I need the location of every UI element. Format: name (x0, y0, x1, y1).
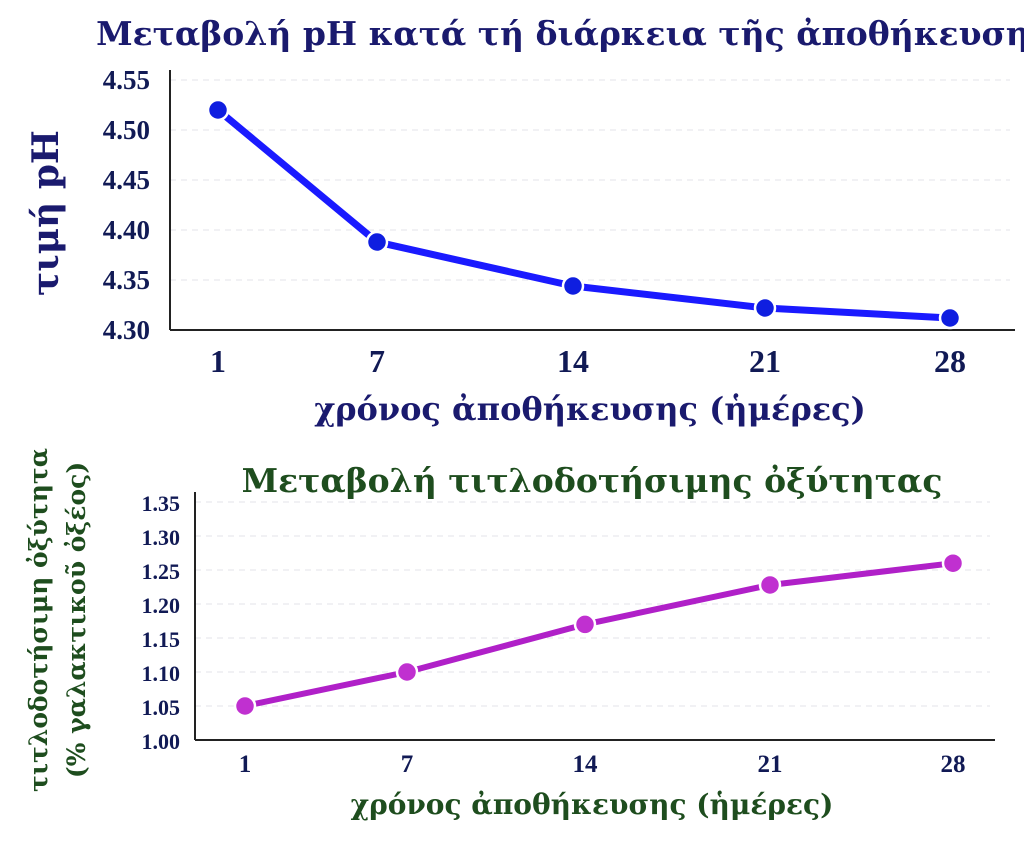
ph-data-point (206, 98, 230, 122)
acidity-y-tick-label: 1.10 (142, 661, 181, 686)
acidity-x-ticks: 1 7 14 21 28 (239, 751, 966, 778)
ph-y-tick-label: 4.50 (103, 115, 150, 145)
ph-chart: Μεταβολή pH κατά τή διάρκεια τῆς ἀποθήκε… (25, 14, 1024, 428)
acidity-series (233, 551, 965, 718)
acidity-data-point (941, 551, 965, 575)
ph-y-axis-label: τιμή pH (25, 130, 67, 296)
acidity-chart-title: Μεταβολή τιτλοδοτήσιμης ὀξύτητας (242, 461, 943, 500)
ph-x-tick-label: 21 (749, 343, 781, 379)
ph-y-ticks: 4.30 4.35 4.40 4.45 4.50 4.55 (103, 65, 150, 345)
acidity-y-axis-label-line1: τιτλοδοτήσιμη ὀξύτητα (24, 448, 53, 792)
acidity-axes (194, 492, 995, 741)
acidity-data-point (233, 694, 257, 718)
ph-x-tick-label: 28 (934, 343, 966, 379)
acidity-x-tick-label: 28 (941, 751, 966, 778)
ph-axes (169, 70, 1015, 331)
ph-y-tick-label: 4.45 (103, 165, 150, 195)
acidity-y-tick-label: 1.00 (142, 729, 181, 754)
acidity-x-axis-label: χρόνος ἀποθήκευσης (ἡμέρες) (351, 788, 834, 821)
ph-data-point (938, 306, 962, 330)
acidity-y-axis-label-line2: (% γαλακτικοῦ ὀξέος) (62, 462, 91, 778)
acidity-y-tick-label: 1.30 (142, 525, 181, 550)
acidity-x-tick-label: 21 (758, 751, 783, 778)
acidity-y-tick-label: 1.25 (142, 559, 181, 584)
ph-series (206, 98, 962, 330)
acidity-x-tick-label: 14 (573, 751, 599, 778)
ph-x-tick-label: 7 (369, 343, 385, 379)
acidity-series-line (242, 560, 956, 709)
ph-x-tick-label: 14 (557, 343, 589, 379)
ph-y-tick-label: 4.40 (103, 215, 150, 245)
ph-data-point (365, 230, 389, 254)
acidity-y-tick-label: 1.20 (142, 593, 181, 618)
acidity-y-ticks: 1.00 1.05 1.10 1.15 1.20 1.25 1.30 1.35 (142, 491, 181, 754)
acidity-data-point (395, 660, 419, 684)
ph-data-point (753, 296, 777, 320)
acidity-grid (195, 501, 990, 707)
ph-y-tick-label: 4.30 (103, 315, 150, 345)
ph-x-ticks: 1 7 14 21 28 (210, 343, 966, 379)
ph-y-tick-label: 4.55 (103, 65, 150, 95)
acidity-data-point (758, 573, 782, 597)
ph-grid (170, 79, 1010, 281)
acidity-y-tick-label: 1.15 (142, 627, 181, 652)
acidity-data-point (573, 613, 597, 636)
ph-data-point (561, 274, 585, 298)
acidity-x-tick-label: 1 (239, 751, 252, 778)
ph-x-tick-label: 1 (210, 343, 226, 379)
ph-chart-title: Μεταβολή pH κατά τή διάρκεια τῆς ἀποθήκε… (96, 14, 1024, 53)
acidity-x-tick-label: 7 (401, 751, 414, 778)
ph-y-tick-label: 4.35 (103, 265, 150, 295)
acidity-y-tick-label: 1.35 (142, 491, 181, 516)
acidity-y-tick-label: 1.05 (142, 695, 181, 720)
acidity-chart: Μεταβολή τιτλοδοτήσιμης ὀξύτητας τιτλοδο… (24, 448, 995, 821)
ph-x-axis-label: χρόνος ἀποθήκευσης (ἡμέρες) (314, 390, 866, 428)
